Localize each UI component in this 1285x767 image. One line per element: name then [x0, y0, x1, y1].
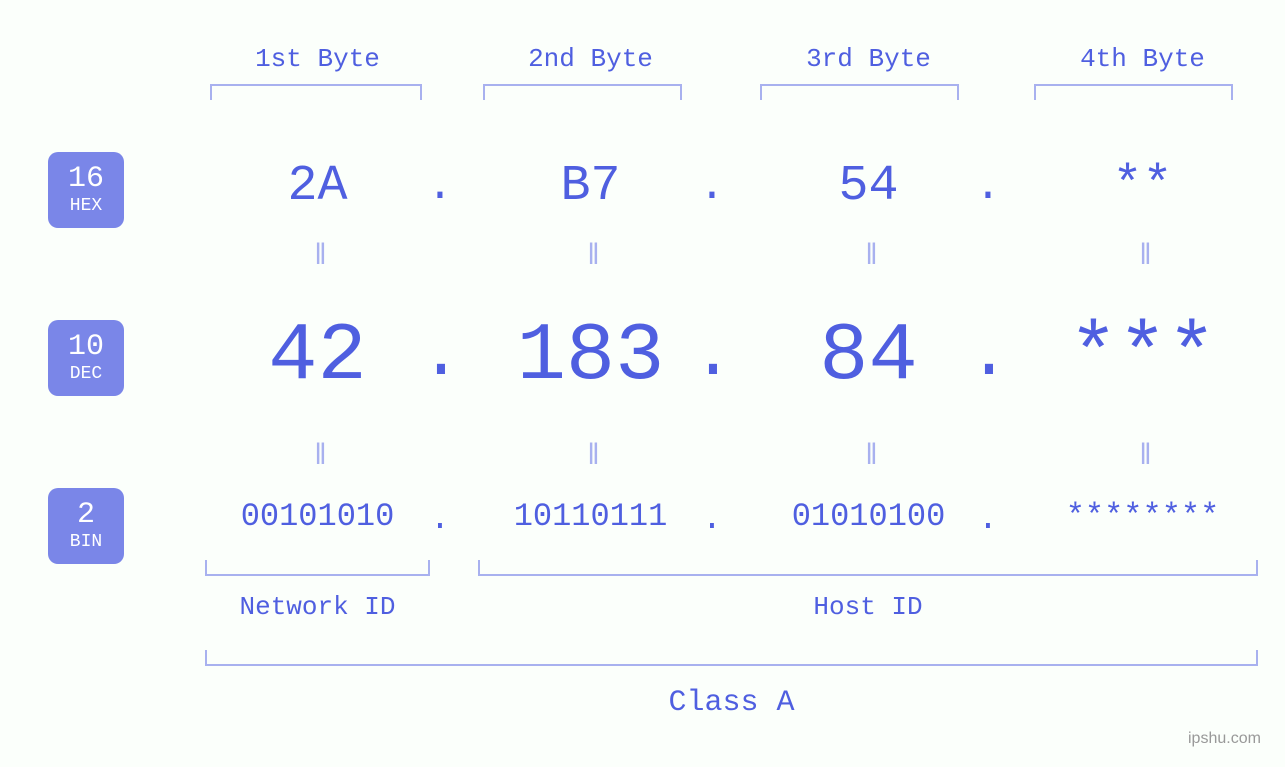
- hex-byte-4: **: [1030, 158, 1255, 215]
- byte-header-3: 3rd Byte: [756, 44, 981, 74]
- equals-glyph-r1-c1: ǁ: [478, 440, 703, 474]
- equals-glyph-r0-c0: ǁ: [205, 240, 430, 274]
- hex-byte-2: B7: [478, 158, 703, 215]
- class-bracket: [205, 650, 1258, 666]
- equals-glyph-r0-c1: ǁ: [478, 240, 703, 274]
- bin-byte-2: 10110111: [478, 498, 703, 535]
- byte-header-bracket-3: [760, 84, 959, 100]
- dec-byte-3: 84: [756, 310, 981, 403]
- equals-glyph-r1-c0: ǁ: [205, 440, 430, 474]
- bin-byte-3: 01010100: [756, 498, 981, 535]
- network-id-label: Network ID: [205, 592, 430, 622]
- dec-dot-2: .: [692, 317, 732, 396]
- byte-header-bracket-4: [1034, 84, 1233, 100]
- host-id-label: Host ID: [478, 592, 1258, 622]
- byte-header-bracket-2: [483, 84, 682, 100]
- class-label: Class A: [205, 686, 1258, 720]
- equals-glyph-r0-c3: ǁ: [1030, 240, 1255, 274]
- base-badge-label: HEX: [48, 197, 124, 216]
- base-badge-num: 10: [48, 332, 124, 364]
- bin-dot-3: .: [968, 501, 1008, 539]
- byte-header-4: 4th Byte: [1030, 44, 1255, 74]
- byte-header-1: 1st Byte: [205, 44, 430, 74]
- ip-notation-diagram: 1st Byte 2nd Byte 3rd Byte 4th Byte 16HEX 2A B…: [0, 0, 1285, 767]
- base-badge-label: BIN: [48, 533, 124, 552]
- base-badge-bin: 2BIN: [48, 488, 124, 564]
- byte-header-bracket-1: [210, 84, 422, 100]
- bin-dot-1: .: [420, 501, 460, 539]
- base-badge-hex: 16HEX: [48, 152, 124, 228]
- base-badge-num: 16: [48, 164, 124, 196]
- network-id-bracket: [205, 560, 430, 576]
- byte-header-2: 2nd Byte: [478, 44, 703, 74]
- base-badge-label: DEC: [48, 365, 124, 384]
- dec-dot-1: .: [420, 317, 460, 396]
- equals-glyph-r0-c2: ǁ: [756, 240, 981, 274]
- bin-byte-4: ********: [1030, 498, 1255, 535]
- bin-byte-1: 00101010: [205, 498, 430, 535]
- host-id-bracket: [478, 560, 1258, 576]
- dec-byte-1: 42: [205, 310, 430, 403]
- hex-dot-2: .: [692, 162, 732, 212]
- hex-byte-1: 2A: [205, 158, 430, 215]
- equals-glyph-r1-c3: ǁ: [1030, 440, 1255, 474]
- dec-byte-4: ***: [1030, 310, 1255, 403]
- hex-dot-3: .: [968, 162, 1008, 212]
- base-badge-dec: 10DEC: [48, 320, 124, 396]
- hex-dot-1: .: [420, 162, 460, 212]
- watermark: ipshu.com: [1188, 730, 1261, 748]
- hex-byte-3: 54: [756, 158, 981, 215]
- bin-dot-2: .: [692, 501, 732, 539]
- base-badge-num: 2: [48, 500, 124, 532]
- dec-byte-2: 183: [478, 310, 703, 403]
- equals-glyph-r1-c2: ǁ: [756, 440, 981, 474]
- dec-dot-3: .: [968, 317, 1008, 396]
